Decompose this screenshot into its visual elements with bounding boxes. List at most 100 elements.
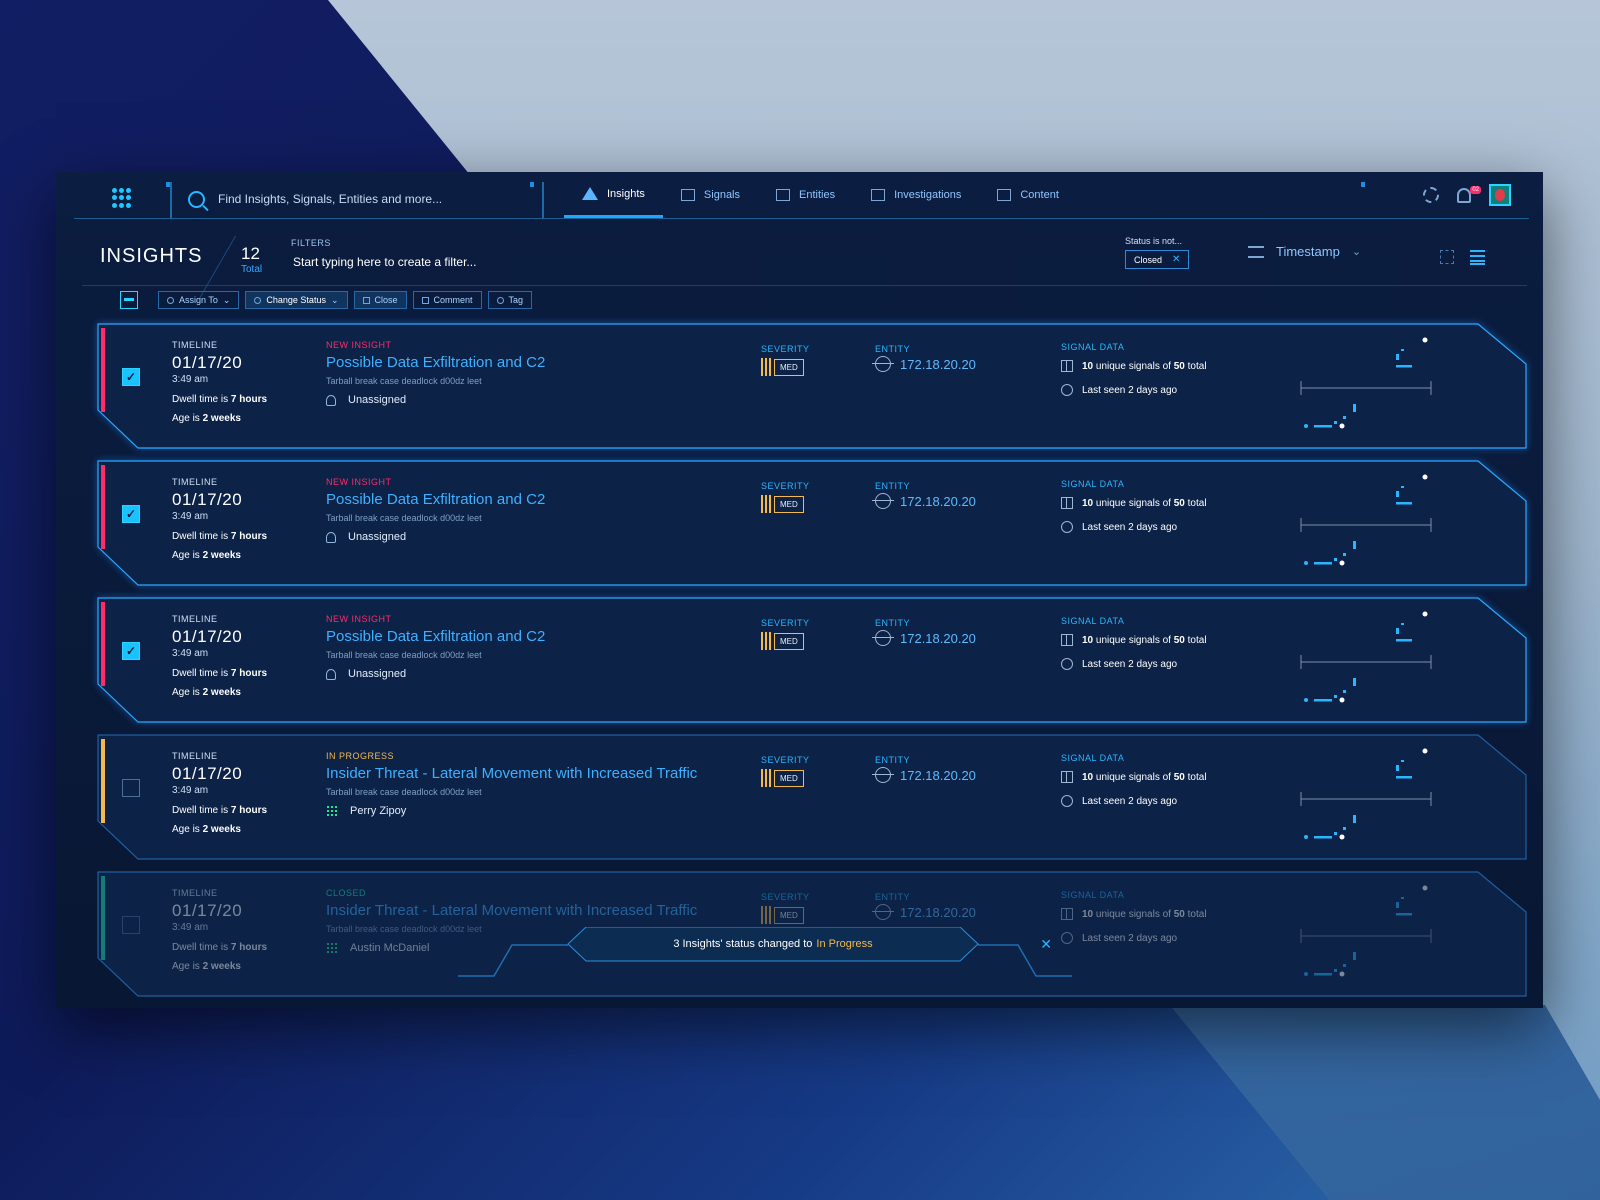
tab-content[interactable]: Content — [979, 172, 1077, 218]
age: Age is 2 weeks — [172, 550, 241, 561]
total-count: 12 Total — [201, 236, 286, 284]
filters-label: FILTERS — [291, 238, 331, 248]
last-seen: Last seen 2 days ago — [1061, 932, 1177, 944]
tag-button[interactable]: Tag — [487, 291, 533, 309]
assignee[interactable]: Unassigned — [326, 668, 406, 680]
signal-count: 10 unique signals of 50 total — [1061, 497, 1207, 509]
severity-bars — [761, 906, 771, 924]
timeline-date: 01/17/20 — [172, 764, 243, 783]
signals-icon — [1061, 771, 1073, 783]
bug-icon — [872, 493, 894, 509]
assign-button[interactable]: Assign To ⌄ — [158, 291, 240, 309]
insight-subtitle: Tarball break case deadlock d00dz leet — [326, 924, 482, 934]
entity[interactable]: 172.18.20.20 — [872, 904, 976, 920]
entity[interactable]: 172.18.20.20 — [872, 356, 976, 372]
insight-title[interactable]: Possible Data Exfiltration and C2 — [326, 628, 546, 645]
page-title: INSIGHTS — [100, 245, 203, 267]
assignee-avatar-icon — [326, 805, 338, 817]
filter-input[interactable] — [291, 254, 895, 270]
entity-label: ENTITY — [875, 892, 911, 902]
severity-label: SEVERITY — [761, 892, 810, 902]
insight-card[interactable]: TIMELINE 01/17/20 3:49 am Dwell time is … — [96, 733, 1528, 861]
signal-data-label: SIGNAL DATA — [1061, 342, 1125, 352]
select-all-checkbox[interactable] — [120, 291, 138, 309]
entities-icon — [776, 189, 790, 201]
last-seen: Last seen 2 days ago — [1061, 384, 1177, 396]
sort-dropdown[interactable]: Timestamp ⌄ — [1248, 244, 1361, 259]
row-checkbox[interactable] — [122, 779, 140, 797]
tab-signals[interactable]: Signals — [663, 172, 758, 218]
signals-icon — [1061, 360, 1073, 372]
dwell-time: Dwell time is 7 hours — [172, 531, 268, 542]
insight-card[interactable]: TIMELINE 01/17/20 3:49 am Dwell time is … — [96, 459, 1528, 587]
insight-title[interactable]: Possible Data Exfiltration and C2 — [326, 491, 546, 508]
tab-investigations[interactable]: Investigations — [853, 172, 979, 218]
severity-badge: MED — [774, 495, 804, 513]
close-icon[interactable]: ✕ — [1172, 254, 1181, 265]
signal-count: 10 unique signals of 50 total — [1061, 360, 1207, 372]
global-search[interactable] — [170, 182, 544, 218]
gear-icon[interactable] — [1423, 187, 1439, 203]
avatar[interactable] — [1489, 184, 1511, 206]
age: Age is 2 weeks — [172, 961, 241, 972]
severity-badge: MED — [774, 906, 804, 924]
total-label: Total — [241, 264, 263, 275]
insight-status: NEW INSIGHT — [326, 340, 392, 350]
severity-badge: MED — [774, 769, 804, 787]
insight-status: CLOSED — [326, 888, 367, 898]
insight-title[interactable]: Insider Threat - Lateral Movement with I… — [326, 902, 698, 919]
insight-list: TIMELINE 01/17/20 3:49 am Dwell time is … — [96, 322, 1528, 1007]
timeline-date: 01/17/20 — [172, 490, 243, 509]
filter-bar: FILTERS — [291, 238, 1111, 271]
card-frame — [96, 459, 1528, 587]
divider — [166, 182, 170, 187]
severity: MED — [761, 769, 804, 787]
row-checkbox[interactable] — [122, 916, 140, 934]
apps-grid-icon[interactable] — [112, 188, 132, 208]
severity-label: SEVERITY — [761, 755, 810, 765]
close-icon[interactable]: ✕ — [1040, 936, 1052, 952]
entity[interactable]: 172.18.20.20 — [872, 493, 976, 509]
dwell-time: Dwell time is 7 hours — [172, 942, 268, 953]
bug-icon — [872, 904, 894, 920]
user-icon — [167, 296, 174, 304]
close-button[interactable]: Close — [353, 291, 407, 309]
assignee[interactable]: Unassigned — [326, 394, 406, 406]
top-right-actions: 02 — [1423, 182, 1511, 208]
close-doc-icon — [362, 296, 370, 304]
entity[interactable]: 172.18.20.20 — [872, 630, 976, 646]
row-checkbox[interactable] — [122, 368, 140, 386]
insight-subtitle: Tarball break case deadlock d00dz leet — [326, 787, 482, 797]
tab-insights[interactable]: Insights — [564, 172, 663, 218]
insight-card[interactable]: TIMELINE 01/17/20 3:49 am Dwell time is … — [96, 596, 1528, 724]
timeline-label: TIMELINE — [172, 888, 218, 898]
signal-data-label: SIGNAL DATA — [1061, 890, 1125, 900]
row-checkbox[interactable] — [122, 505, 140, 523]
comment-button[interactable]: Comment — [412, 291, 482, 309]
card-frame — [96, 733, 1528, 861]
list-view-icon[interactable] — [1470, 250, 1485, 265]
search-input[interactable] — [216, 191, 520, 207]
total-number: 12 — [241, 244, 260, 263]
insight-title[interactable]: Insider Threat - Lateral Movement with I… — [326, 765, 698, 782]
insight-card[interactable]: TIMELINE 01/17/20 3:49 am Dwell time is … — [96, 322, 1528, 450]
assignee[interactable]: Perry Zipoy — [326, 805, 406, 817]
severity: MED — [761, 906, 804, 924]
notification-badge: 02 — [1470, 185, 1481, 194]
assignee[interactable]: Austin McDaniel — [326, 942, 429, 954]
row-checkbox[interactable] — [122, 642, 140, 660]
assignee[interactable]: Unassigned — [326, 531, 406, 543]
timeline-date: 01/17/20 — [172, 627, 243, 646]
last-seen: Last seen 2 days ago — [1061, 521, 1177, 533]
severity: MED — [761, 632, 804, 650]
insight-title[interactable]: Possible Data Exfiltration and C2 — [326, 354, 546, 371]
user-icon — [326, 394, 336, 406]
toast-status: In Progress — [816, 938, 873, 950]
bulk-toolbar: Assign To ⌄ Change Status ⌄ Close Comment … — [120, 291, 533, 309]
bell-icon[interactable]: 02 — [1457, 185, 1481, 203]
status-filter-chip[interactable]: Closed ✕ — [1125, 250, 1190, 269]
entity[interactable]: 172.18.20.20 — [872, 767, 976, 783]
change-status-button[interactable]: Change Status ⌄ — [245, 291, 348, 309]
grid-view-icon[interactable] — [1440, 250, 1454, 264]
tab-entities[interactable]: Entities — [758, 172, 853, 218]
